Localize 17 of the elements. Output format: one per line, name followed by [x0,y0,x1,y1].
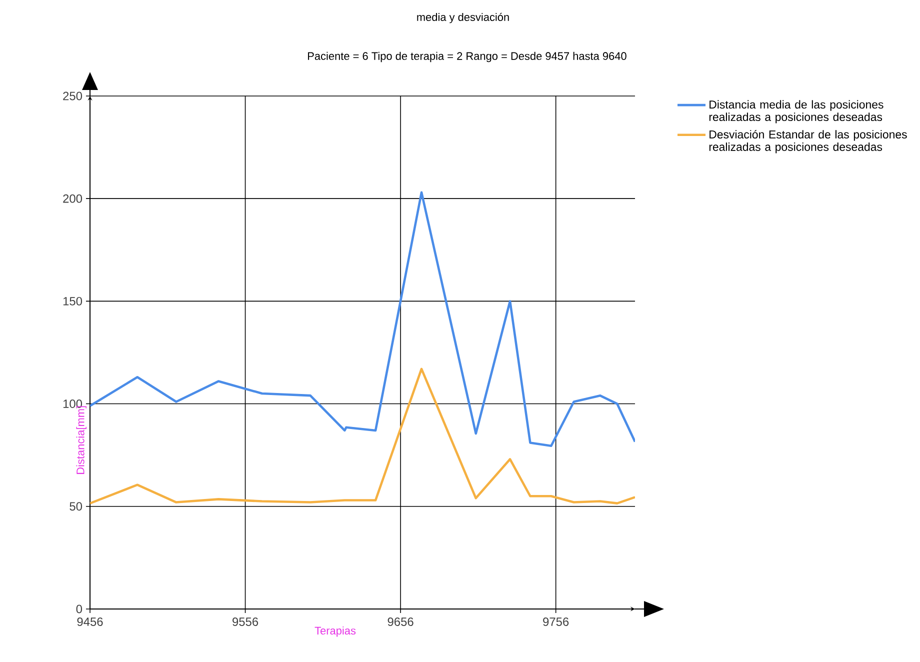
chart-title: media y desviación [417,12,509,24]
y-tick-label: 0 [76,604,82,614]
line-series [90,191,636,447]
legend-label: Distancia media de las posiciones realizadas a posiciones deseadas [709,100,884,124]
y-axis-title: Distancia[mm] [76,406,86,474]
x-axis-title: Terapias [314,626,356,637]
x-tick-label: 9756 [543,618,569,626]
x-tick-label: 9456 [77,618,103,626]
y-tick-label: 50 [70,502,82,511]
y-tick-label: 250 [63,92,82,100]
legend-label: Desviación Estandar de las posiciones realizadas a posiciones deseadas [709,130,907,154]
x-tick-label: 9556 [232,618,258,626]
y-tick-label: 100 [63,400,82,408]
chart-subtitle: Paciente = 6 Tipo de terapia = 2 Rango = Desde 9457 hasta 9640 [308,52,626,62]
y-tick-label: 150 [63,296,82,306]
y-tick-label: 200 [63,194,82,203]
x-tick-label: 9656 [388,618,414,626]
